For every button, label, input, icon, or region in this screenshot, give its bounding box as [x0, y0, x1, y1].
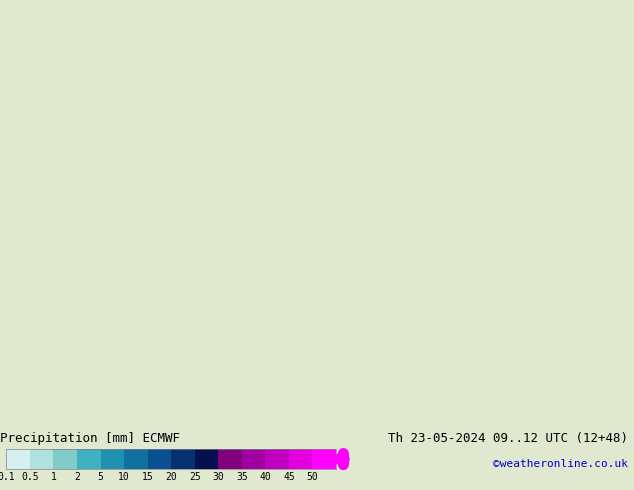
- Bar: [242, 449, 266, 469]
- Bar: [101, 449, 124, 469]
- Text: 35: 35: [236, 472, 248, 482]
- Text: ©weatheronline.co.uk: ©weatheronline.co.uk: [493, 459, 628, 468]
- Text: 1: 1: [51, 472, 56, 482]
- Bar: [289, 449, 313, 469]
- Text: 5: 5: [98, 472, 103, 482]
- Bar: [266, 449, 289, 469]
- Bar: [30, 449, 53, 469]
- Text: 0.1: 0.1: [0, 472, 15, 482]
- Text: 2: 2: [74, 472, 80, 482]
- Bar: [195, 449, 218, 469]
- Bar: [171, 449, 195, 469]
- Bar: [148, 449, 171, 469]
- Text: 20: 20: [165, 472, 177, 482]
- Text: Th 23-05-2024 09..12 UTC (12+48): Th 23-05-2024 09..12 UTC (12+48): [387, 432, 628, 445]
- Text: 10: 10: [118, 472, 130, 482]
- Text: 25: 25: [189, 472, 200, 482]
- Text: 45: 45: [283, 472, 295, 482]
- Bar: [6, 449, 30, 469]
- Text: 30: 30: [212, 472, 224, 482]
- Bar: [53, 449, 77, 469]
- Text: 15: 15: [142, 472, 153, 482]
- Bar: [77, 449, 101, 469]
- Text: Precipitation [mm] ECMWF: Precipitation [mm] ECMWF: [0, 432, 180, 445]
- Bar: [6, 449, 336, 469]
- Bar: [313, 449, 336, 469]
- Text: 0.5: 0.5: [21, 472, 39, 482]
- Bar: [124, 449, 148, 469]
- Text: 40: 40: [259, 472, 271, 482]
- Text: 50: 50: [307, 472, 318, 482]
- Bar: [218, 449, 242, 469]
